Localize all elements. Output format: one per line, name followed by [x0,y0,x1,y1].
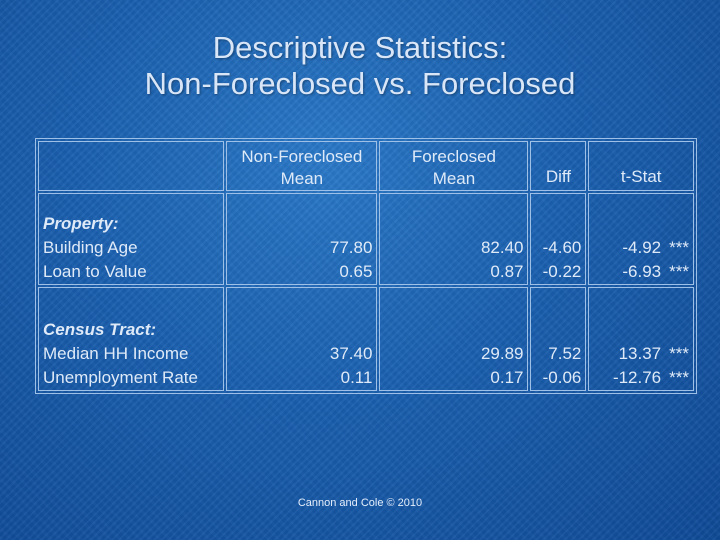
table-header-row: Non-Foreclosed Mean Foreclosed Mean Diff… [38,141,694,191]
header-non-foreclosed-line1: Non-Foreclosed [241,147,363,166]
statistics-table: Non-Foreclosed Mean Foreclosed Mean Diff… [35,138,697,394]
section-census-tstat: 13.37 *** -12.76 *** [588,287,694,391]
diff-value: -0.22 [542,262,582,281]
footer-credit: Cannon and Cole © 2010 [297,497,423,509]
section-census-block: Census Tract: Median HH Income Unemploym… [38,287,694,391]
non-foreclosed-value: 77.80 [329,238,373,257]
tstat-line: -6.93 *** [593,260,689,284]
header-foreclosed-line2: Mean [432,169,476,188]
slide-title-line2: Non-Foreclosed vs. Foreclosed [144,66,576,101]
section-census-diff: 7.52 -0.06 [530,287,587,391]
section-census-labels: Census Tract: Median HH Income Unemploym… [38,287,225,391]
row-label: Median HH Income [43,344,189,363]
header-foreclosed-mean: Foreclosed Mean [379,141,529,191]
section-census-foreclosed: 29.89 0.17 [379,287,529,391]
tstat-line: -12.76 *** [593,366,689,390]
section-census-non-foreclosed: 37.40 0.11 [226,287,378,391]
foreclosed-value: 0.17 [490,368,524,387]
section-property-non-foreclosed: 77.80 0.65 [226,193,378,285]
tstat-line: -4.92 *** [593,236,689,260]
non-foreclosed-value: 0.11 [340,368,373,387]
section-heading-census: Census Tract: [43,320,157,339]
significance-stars: *** [669,238,689,257]
significance-stars: *** [669,344,689,363]
tstat-value: 13.37 [618,344,662,363]
non-foreclosed-value: 0.65 [339,262,373,281]
tstat-value: -6.93 [622,262,662,281]
section-property-tstat: -4.92 *** -6.93 *** [588,193,694,285]
header-non-foreclosed-mean: Non-Foreclosed Mean [226,141,378,191]
non-foreclosed-value: 37.40 [329,344,373,363]
significance-stars: *** [669,368,689,387]
foreclosed-value: 82.40 [480,238,524,257]
header-non-foreclosed-line2: Mean [280,169,324,188]
header-label-cell [38,141,225,191]
significance-stars: *** [669,262,689,281]
tstat-value: -12.76 [612,368,662,387]
tstat-value: -4.92 [622,238,662,257]
section-property-labels: Property: Building Age Loan to Value [38,193,225,285]
section-property-block: Property: Building Age Loan to Value 77.… [38,193,694,285]
section-property-diff: -4.60 -0.22 [530,193,587,285]
row-label: Unemployment Rate [43,368,198,387]
section-heading-property: Property: [43,214,119,233]
row-label: Building Age [43,238,138,257]
foreclosed-value: 0.87 [490,262,524,281]
diff-value: 7.52 [548,344,582,363]
header-foreclosed-line1: Foreclosed [411,147,497,166]
diff-value: -0.06 [542,368,582,387]
slide-title-line1: Descriptive Statistics: [212,30,508,65]
row-label: Loan to Value [43,262,147,281]
slide-title: Descriptive Statistics: Non-Foreclosed v… [0,30,720,102]
diff-value: -4.60 [542,238,582,257]
header-tstat: t-Stat [588,141,694,191]
tstat-line: 13.37 *** [593,342,689,366]
foreclosed-value: 29.89 [480,344,524,363]
section-property-foreclosed: 82.40 0.87 [379,193,529,285]
header-diff: Diff [530,141,587,191]
